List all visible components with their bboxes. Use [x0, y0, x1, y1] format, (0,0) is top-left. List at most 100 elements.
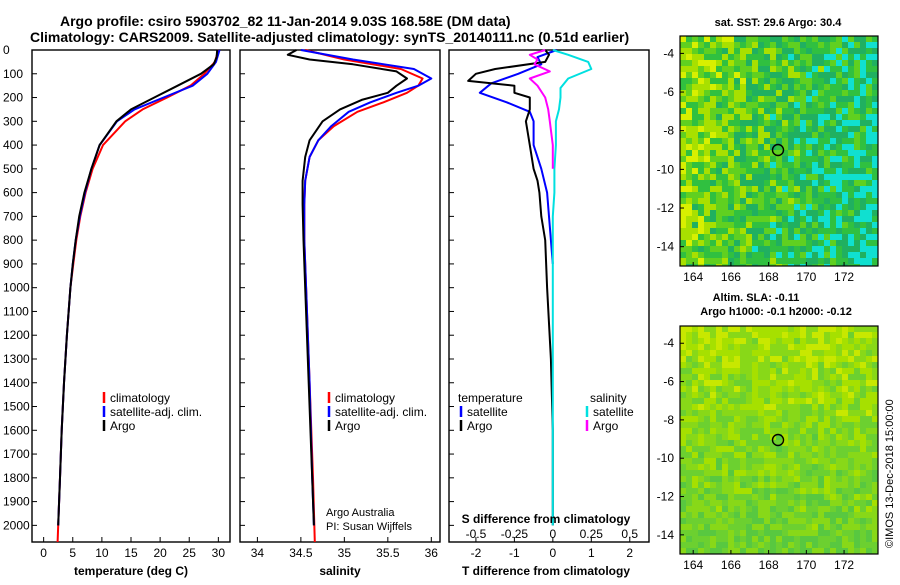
map-cell [692, 548, 698, 554]
argo-float-marker [771, 433, 785, 447]
map-cell [854, 114, 860, 120]
map-cell [686, 90, 692, 96]
map-cell [854, 36, 860, 42]
map-cell [800, 434, 806, 440]
map-cell [842, 368, 848, 374]
map-cell [758, 216, 764, 222]
map-cell [794, 446, 800, 452]
map-cell [830, 374, 836, 380]
map-cell [848, 386, 854, 392]
map-cell [842, 446, 848, 452]
map-cell [866, 488, 872, 494]
map-cell [860, 392, 866, 398]
map-cell [710, 368, 716, 374]
map-cell [818, 66, 824, 72]
map-cell [782, 524, 788, 530]
map-cell [770, 548, 776, 554]
map-cell [680, 542, 686, 548]
map-cell [794, 96, 800, 102]
map-cell [806, 210, 812, 216]
map-cell [812, 410, 818, 416]
map-cell [842, 246, 848, 252]
map-cell [728, 488, 734, 494]
map-cell [866, 350, 872, 356]
credit-argo-australia: Argo Australia [326, 507, 395, 519]
map-cell [830, 192, 836, 198]
map-cell [716, 332, 722, 338]
map-cell [680, 132, 686, 138]
map-cell [698, 162, 704, 168]
map-cell [722, 42, 728, 48]
map-cell [860, 132, 866, 138]
map-cell [812, 380, 818, 386]
map-cell [734, 186, 740, 192]
map-cell [872, 114, 878, 120]
map-cell [746, 326, 752, 332]
map-cell [848, 216, 854, 222]
map-cell [728, 126, 734, 132]
map-cell [686, 258, 692, 264]
map-cell [734, 246, 740, 252]
map-cell [770, 84, 776, 90]
map-cell [836, 78, 842, 84]
map-cell [788, 96, 794, 102]
map-cell [818, 246, 824, 252]
map-cell [836, 398, 842, 404]
map-cell [704, 234, 710, 240]
map-cell [782, 228, 788, 234]
map-cell [782, 506, 788, 512]
map-cell [782, 440, 788, 446]
map-cell [728, 132, 734, 138]
map-cell [848, 428, 854, 434]
map-cell [764, 470, 770, 476]
map-cell [872, 60, 878, 66]
map-cell [830, 470, 836, 476]
map-cell [776, 446, 782, 452]
map-cell [842, 162, 848, 168]
map-cell [830, 476, 836, 482]
map-cell [698, 48, 704, 54]
map-cell [746, 374, 752, 380]
map-cell [710, 380, 716, 386]
map-cell [872, 204, 878, 210]
map-cell [866, 72, 872, 78]
map-cell [794, 464, 800, 470]
map-cell [692, 108, 698, 114]
map-cell [728, 174, 734, 180]
map-cell [764, 488, 770, 494]
map-cell [698, 96, 704, 102]
map-cell [836, 512, 842, 518]
map-cell [824, 216, 830, 222]
depth-tick-label: 100 [3, 67, 23, 81]
map-cell [692, 368, 698, 374]
map-cell [782, 500, 788, 506]
map-cell [836, 374, 842, 380]
map-cell [716, 350, 722, 356]
map-cell [680, 422, 686, 428]
map-cell [758, 494, 764, 500]
map-cell [722, 410, 728, 416]
map-cell [758, 186, 764, 192]
map-cell [824, 66, 830, 72]
map-cell [848, 440, 854, 446]
map-cell [692, 150, 698, 156]
map-cell [704, 84, 710, 90]
map-cell [806, 42, 812, 48]
map-lat-label: -8 [663, 413, 674, 427]
map-cell [722, 204, 728, 210]
map-cell [752, 240, 758, 246]
map-cell [704, 72, 710, 78]
map-cell [722, 246, 728, 252]
map-cell [764, 518, 770, 524]
map-cell [680, 60, 686, 66]
map-cell [788, 108, 794, 114]
s-tick-label: -0.25 [501, 527, 529, 541]
map-cell [710, 78, 716, 84]
map-cell [866, 344, 872, 350]
map-cell [740, 204, 746, 210]
map-cell [860, 48, 866, 54]
map-cell [788, 506, 794, 512]
map-cell [824, 174, 830, 180]
map-cell [686, 102, 692, 108]
map-cell [842, 476, 848, 482]
